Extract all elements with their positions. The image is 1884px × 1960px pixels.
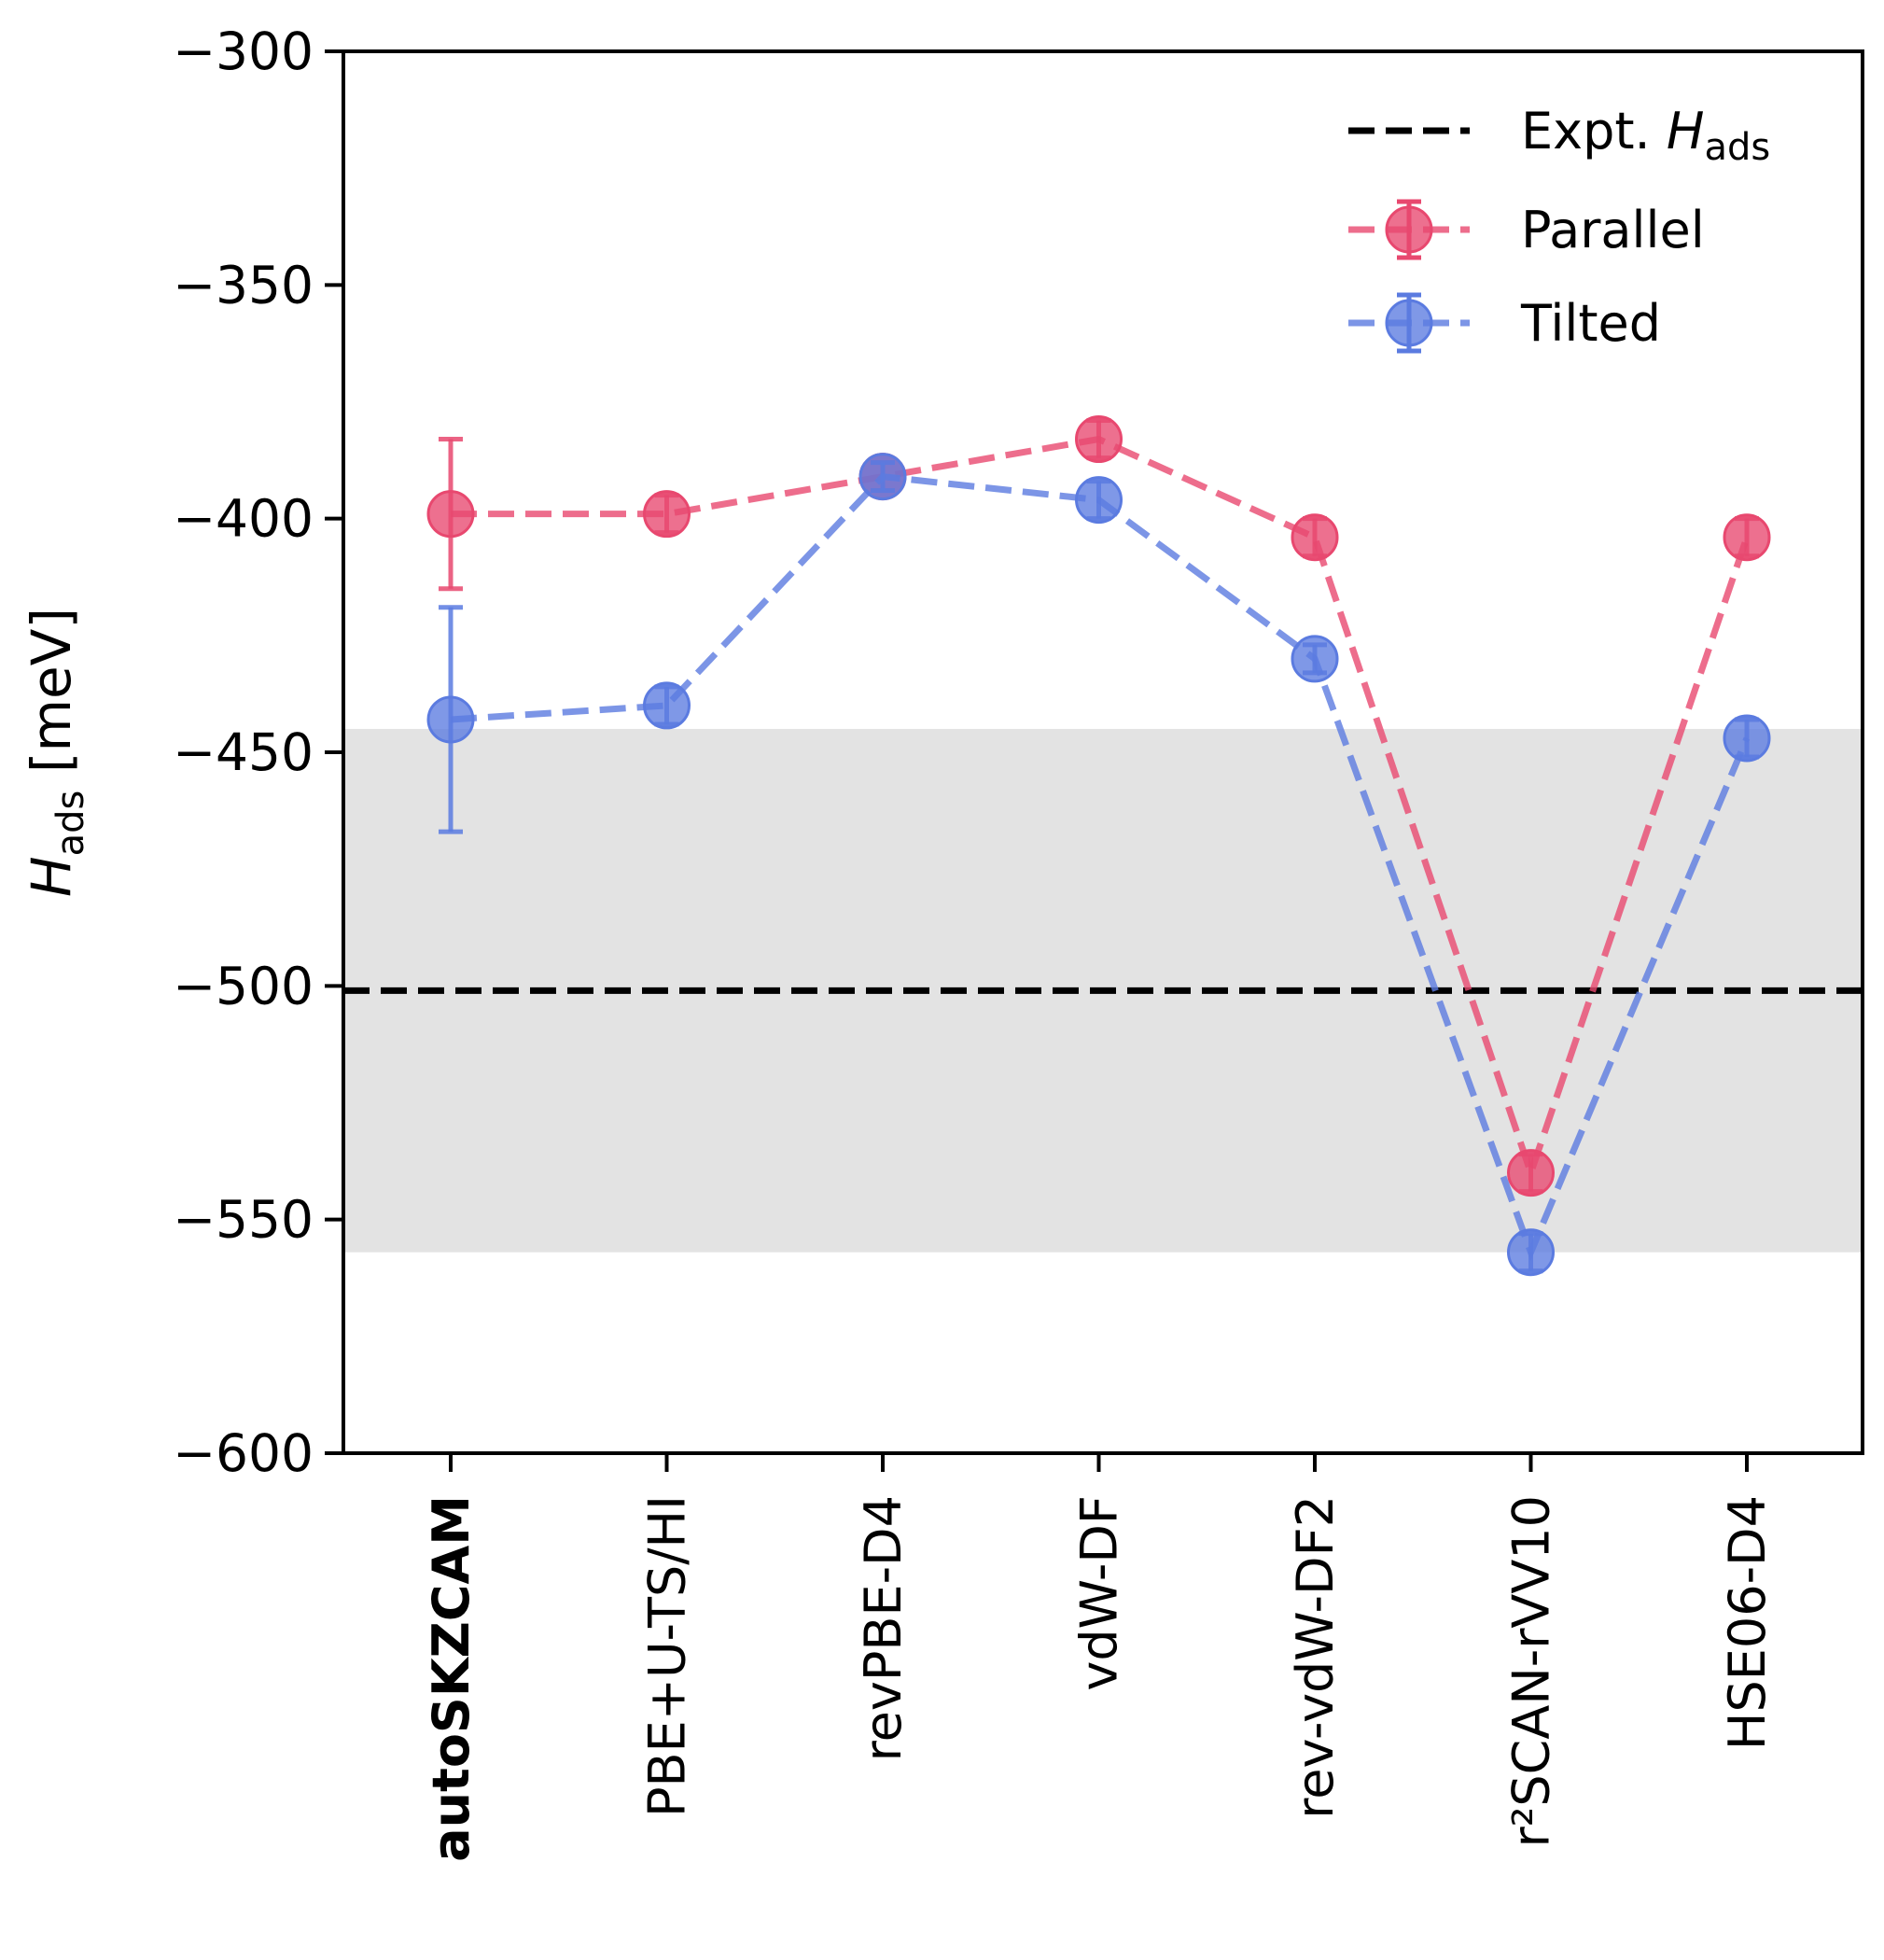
legend-label-tilted: Tilted <box>1520 294 1661 353</box>
x-tick-label: rev-vdW-DF2 <box>1286 1495 1345 1819</box>
y-tick-label: −400 <box>173 489 314 549</box>
series-parallel <box>426 415 1771 1197</box>
data-point <box>858 453 907 501</box>
y-tick-label: −450 <box>173 722 314 782</box>
y-tick-label: −600 <box>173 1423 314 1483</box>
data-point <box>643 681 691 730</box>
legend-label-parallel: Parallel <box>1521 201 1705 259</box>
data-point <box>1075 476 1123 525</box>
y-axis-label-text: Hads [meV] <box>20 608 92 897</box>
series-layer <box>426 415 1771 1277</box>
data-point <box>426 695 475 744</box>
x-tick-label: PBE+U-TS/HI <box>638 1495 697 1817</box>
x-tick-label: r²SCAN-rVV10 <box>1502 1495 1561 1847</box>
y-tick-label: −550 <box>173 1190 314 1250</box>
legend-swatch-marker <box>1385 299 1433 347</box>
x-tick-label: HSE06-D4 <box>1718 1495 1777 1750</box>
x-tick-label: vdW-DF <box>1070 1495 1129 1691</box>
legend-swatch-marker <box>1385 205 1433 254</box>
data-point <box>643 490 691 539</box>
x-tick-label: revPBE-D4 <box>854 1495 913 1761</box>
data-point <box>1507 1228 1555 1277</box>
legend-expt-label: Expt. Hads <box>1521 102 1770 169</box>
data-point <box>1291 635 1339 683</box>
y-tick-label: −350 <box>173 255 314 315</box>
y-tick-label: −500 <box>173 956 314 1015</box>
y-tick-label: −300 <box>173 21 314 81</box>
x-tick-label: autoSKZCAM <box>422 1495 481 1862</box>
legend: Expt. Hads Parallel Tilted <box>1348 102 1770 354</box>
y-axis: −300 −350 −400 −450 −500 −550 −600 <box>173 21 343 1483</box>
x-axis: autoSKZCAM PBE+U-TS/HI revPBE-D4 vdW-DF rev-… <box>422 1453 1777 1862</box>
series-tilted <box>426 453 1771 1277</box>
data-point <box>1075 415 1123 464</box>
data-point <box>1507 1149 1555 1197</box>
data-point <box>1723 714 1771 763</box>
data-point <box>1723 513 1771 562</box>
data-point <box>426 490 475 539</box>
data-point <box>1291 513 1339 562</box>
y-axis-label: Hads [meV] <box>20 608 92 897</box>
